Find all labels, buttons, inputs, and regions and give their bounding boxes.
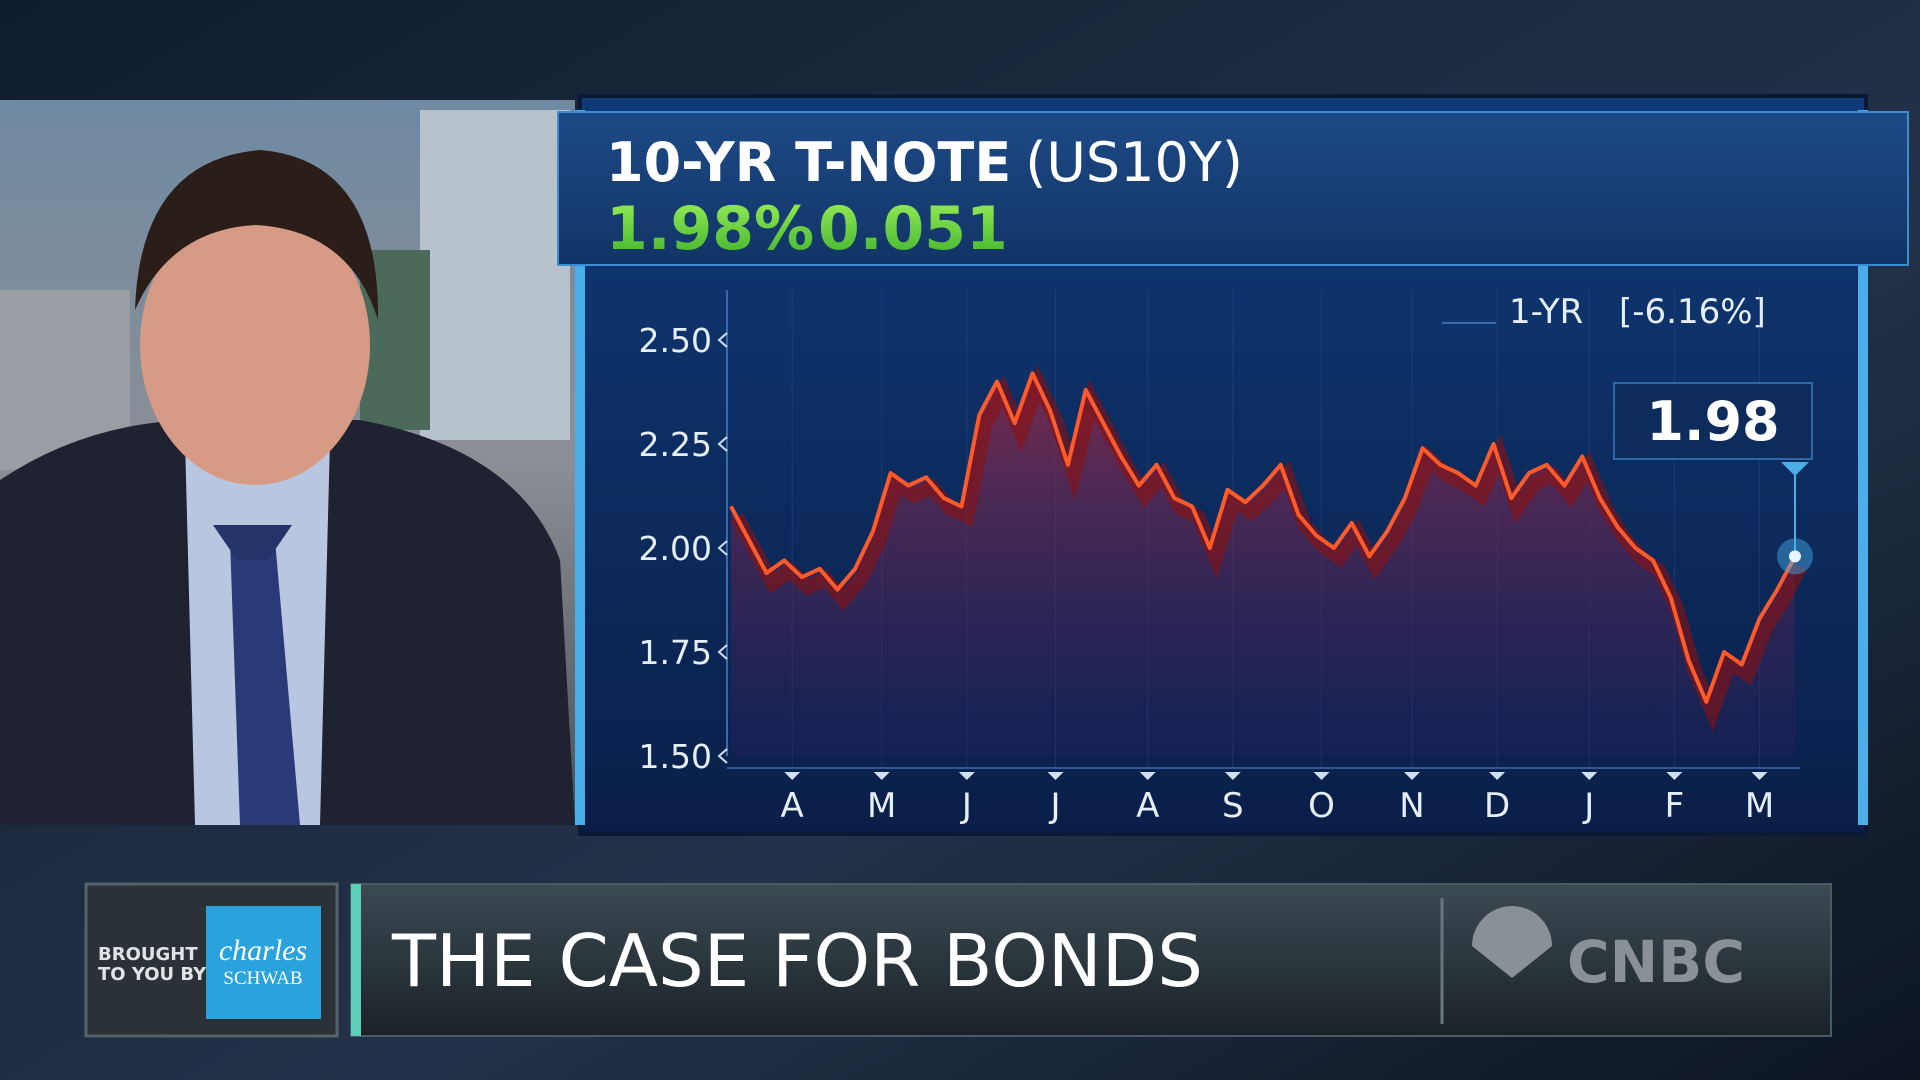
y-tick-label: 2.00 xyxy=(639,529,712,568)
x-tick xyxy=(1489,772,1506,780)
network-name: CNBC xyxy=(1567,928,1745,996)
quote-title: 10-YR T-NOTE (US10Y) xyxy=(606,131,1243,194)
peacock xyxy=(1472,906,1552,978)
x-tick xyxy=(1581,772,1598,780)
y-tick xyxy=(717,748,728,764)
price-label-box xyxy=(1613,382,1813,460)
x-tick xyxy=(958,772,975,780)
sponsor-logo-text: charles xyxy=(219,934,307,967)
hair xyxy=(135,150,379,320)
x-tick-label: A xyxy=(781,786,804,826)
x-tick-label: J xyxy=(1582,786,1594,826)
x-tick-label: M xyxy=(867,786,896,826)
x-tick xyxy=(1224,772,1241,780)
x-tick xyxy=(873,772,890,780)
tie-knot xyxy=(213,525,292,560)
x-tick xyxy=(1139,772,1156,780)
y-tick xyxy=(717,540,728,556)
line xyxy=(729,371,1797,704)
video-panel xyxy=(0,100,575,825)
x-tick-label: O xyxy=(1308,786,1335,826)
last-price: 1.98% xyxy=(606,194,814,264)
y-tick-label: 2.50 xyxy=(639,321,712,360)
x-tick-label: F xyxy=(1665,786,1685,826)
x-tick xyxy=(1047,772,1064,780)
price-label: 1.98 xyxy=(1646,390,1779,453)
plot-area: 1.50 1.75 2.00 2.25 2.50 A M J J A S O N D J F M 1.98 xyxy=(639,290,1813,826)
sponsor-logo xyxy=(206,906,321,1019)
face xyxy=(140,205,370,485)
last-point xyxy=(1789,550,1801,563)
network-logo: CNBC xyxy=(1472,906,1745,996)
x-tick xyxy=(1313,772,1330,780)
x-tick xyxy=(784,772,801,780)
y-tick xyxy=(717,436,728,452)
net-change: 0.051 xyxy=(818,194,1008,264)
x-tick xyxy=(1666,772,1683,780)
instrument: 10-YR T-NOTE xyxy=(606,131,1011,194)
x-tick-label: J xyxy=(960,786,972,826)
panel-edge xyxy=(1858,110,1868,825)
x-tick-label: J xyxy=(1049,786,1061,826)
area xyxy=(731,373,1795,756)
y-tick-label: 1.75 xyxy=(639,633,712,672)
headline-accent xyxy=(351,884,361,1036)
x-tick-label: D xyxy=(1484,786,1510,826)
x-tick-label: S xyxy=(1222,786,1244,826)
price-pointer-tip xyxy=(1781,462,1809,476)
y-tick-label: 2.25 xyxy=(639,425,712,464)
headline: THE CASE FOR BONDS xyxy=(391,919,1203,1003)
sponsor-logo-text: SCHWAB xyxy=(223,968,302,989)
sponsor-text: TO YOU BY xyxy=(98,964,207,985)
y-tick xyxy=(717,644,728,660)
building xyxy=(420,110,570,440)
x-tick-label: A xyxy=(1136,786,1159,826)
x-tick-label: N xyxy=(1399,786,1424,826)
panel-edge xyxy=(575,110,585,825)
range-change: [-6.16%] xyxy=(1619,292,1766,332)
range-label: 1-YR xyxy=(1509,292,1583,332)
y-tick xyxy=(717,332,728,348)
tie xyxy=(230,540,300,825)
x-tick xyxy=(1751,772,1768,780)
y-tick-label: 1.50 xyxy=(639,737,712,776)
headline-bar xyxy=(350,883,1832,1037)
x-tick xyxy=(1403,772,1420,780)
x-tick-label: M xyxy=(1745,786,1774,826)
quote-header xyxy=(557,111,1909,266)
sponsor-text: BROUGHT xyxy=(98,944,198,965)
symbol: (US10Y) xyxy=(1025,131,1243,194)
